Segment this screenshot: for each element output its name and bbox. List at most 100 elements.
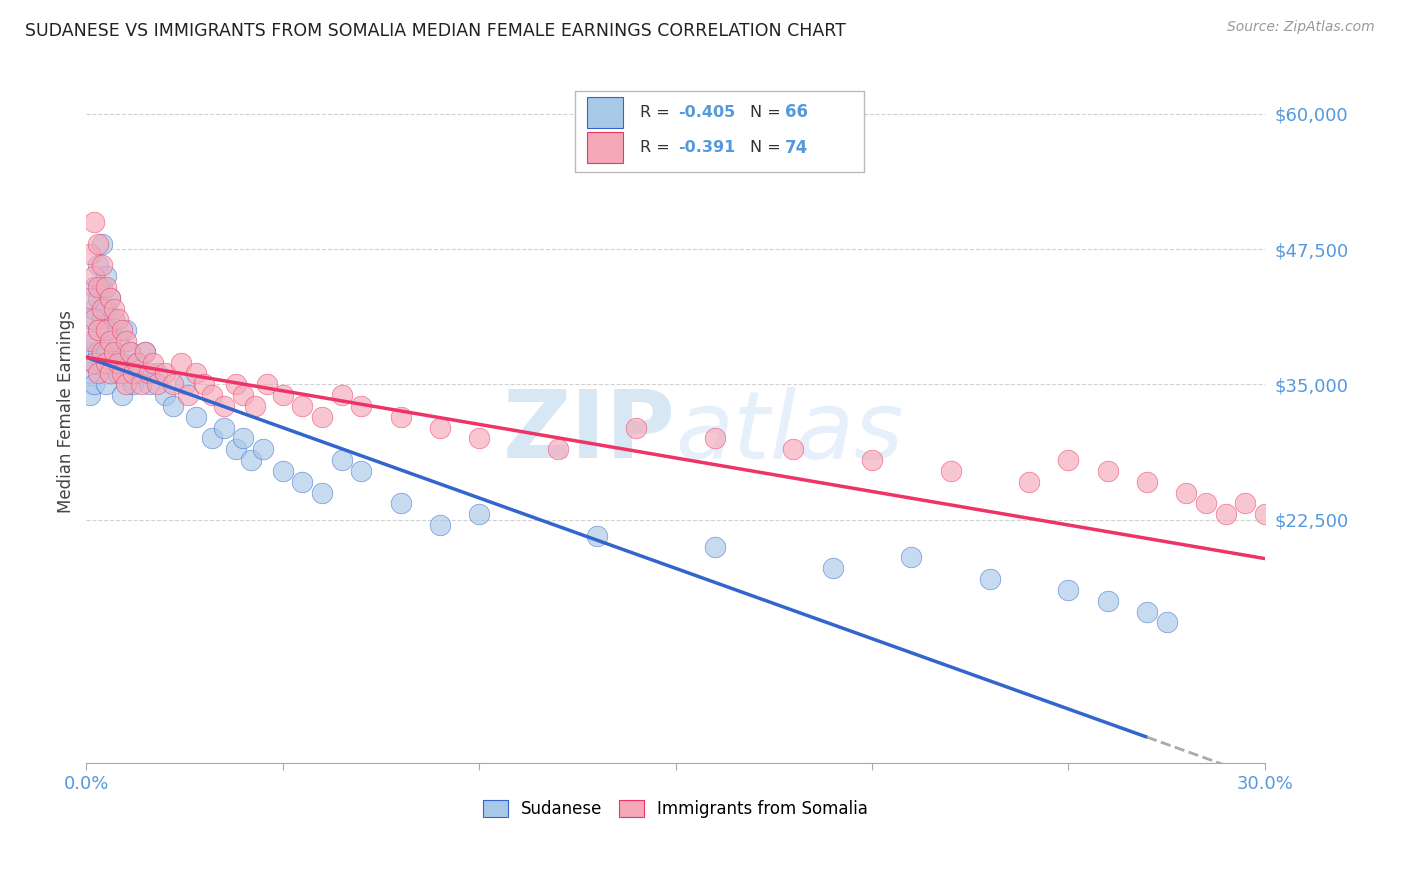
Point: [83, 312, 105, 326]
Point: [79, 388, 101, 402]
Point: [118, 344, 141, 359]
Point: [91, 344, 114, 359]
Point: [83, 280, 105, 294]
Point: [134, 344, 156, 359]
Point: [232, 388, 254, 402]
Point: [83, 215, 105, 229]
Text: -0.391: -0.391: [678, 140, 735, 155]
Point: [91, 280, 114, 294]
Text: N =: N =: [749, 105, 786, 120]
Point: [114, 377, 136, 392]
Point: [173, 377, 195, 392]
Point: [138, 367, 160, 381]
Point: [94, 344, 117, 359]
Point: [94, 356, 117, 370]
Point: [103, 301, 125, 316]
Point: [703, 540, 725, 554]
Point: [1234, 496, 1257, 510]
Point: [1254, 507, 1277, 521]
Point: [107, 356, 129, 370]
Text: 74: 74: [785, 138, 808, 156]
Point: [1175, 485, 1198, 500]
Point: [232, 432, 254, 446]
FancyBboxPatch shape: [575, 91, 865, 172]
Point: [389, 409, 412, 424]
Point: [83, 334, 105, 348]
Point: [83, 377, 105, 392]
Point: [107, 312, 129, 326]
Point: [900, 550, 922, 565]
Point: [79, 334, 101, 348]
Point: [111, 388, 134, 402]
Point: [350, 464, 373, 478]
Point: [271, 464, 294, 478]
Point: [271, 388, 294, 402]
Point: [245, 399, 267, 413]
Point: [111, 367, 134, 381]
Point: [91, 312, 114, 326]
Point: [153, 367, 176, 381]
Text: -0.405: -0.405: [678, 105, 735, 120]
Point: [142, 356, 165, 370]
Point: [114, 334, 136, 348]
Point: [98, 356, 121, 370]
Point: [252, 442, 274, 457]
Point: [94, 301, 117, 316]
Point: [350, 399, 373, 413]
Point: [87, 258, 110, 272]
Point: [429, 420, 451, 434]
Point: [468, 432, 491, 446]
Point: [1097, 594, 1119, 608]
Point: [91, 301, 114, 316]
Legend: Sudanese, Immigrants from Somalia: Sudanese, Immigrants from Somalia: [477, 794, 875, 825]
Point: [821, 561, 844, 575]
Point: [94, 377, 117, 392]
Point: [1136, 475, 1159, 489]
Point: [586, 529, 609, 543]
Point: [212, 399, 235, 413]
Point: [201, 388, 224, 402]
Point: [79, 247, 101, 261]
Point: [98, 367, 121, 381]
Point: [79, 367, 101, 381]
Point: [330, 388, 353, 402]
Point: [311, 409, 333, 424]
Text: SUDANESE VS IMMIGRANTS FROM SOMALIA MEDIAN FEMALE EARNINGS CORRELATION CHART: SUDANESE VS IMMIGRANTS FROM SOMALIA MEDI…: [25, 22, 846, 40]
Point: [162, 399, 184, 413]
Point: [83, 301, 105, 316]
Point: [111, 323, 134, 337]
Point: [389, 496, 412, 510]
Point: [939, 464, 962, 478]
Point: [98, 291, 121, 305]
Point: [103, 344, 125, 359]
Point: [468, 507, 491, 521]
Point: [79, 312, 101, 326]
Point: [153, 388, 176, 402]
Point: [291, 399, 314, 413]
Point: [114, 367, 136, 381]
Point: [83, 268, 105, 283]
Text: R =: R =: [640, 140, 681, 155]
Point: [94, 323, 117, 337]
Point: [114, 323, 136, 337]
Point: [256, 377, 278, 392]
Point: [127, 356, 149, 370]
Point: [1136, 605, 1159, 619]
Y-axis label: Median Female Earnings: Median Female Earnings: [58, 310, 75, 513]
Point: [98, 334, 121, 348]
Point: [103, 312, 125, 326]
Text: N =: N =: [749, 140, 786, 155]
Point: [212, 420, 235, 434]
Point: [103, 344, 125, 359]
Point: [240, 453, 263, 467]
Point: [177, 388, 200, 402]
Point: [129, 367, 152, 381]
Point: [169, 356, 191, 370]
Text: R =: R =: [640, 105, 675, 120]
Point: [186, 367, 208, 381]
Point: [1057, 582, 1080, 597]
Point: [186, 409, 208, 424]
Point: [429, 518, 451, 533]
Point: [146, 377, 169, 392]
Point: [146, 367, 169, 381]
